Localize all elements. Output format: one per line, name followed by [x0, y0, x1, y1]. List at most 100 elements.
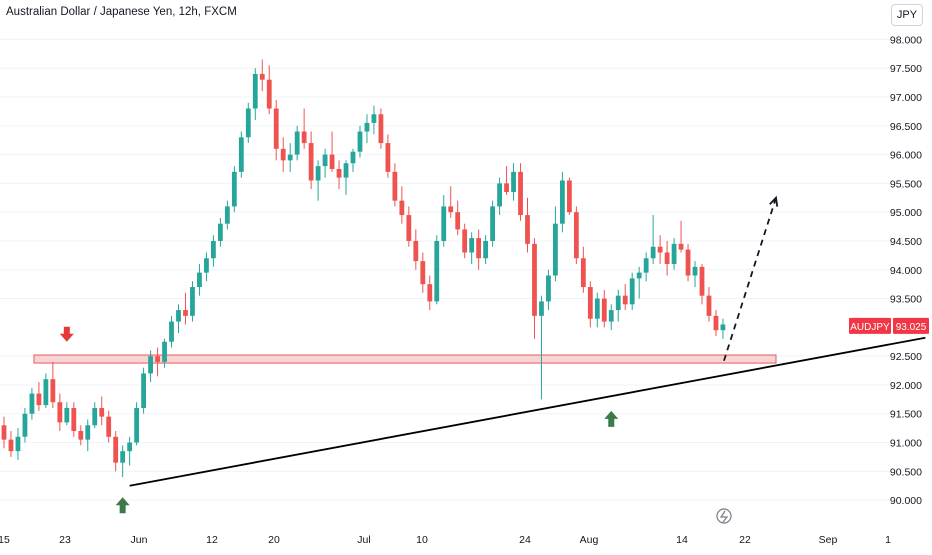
candle-body [650, 246, 656, 259]
candle-body [43, 379, 49, 406]
candle-body [622, 295, 628, 305]
price-tick-label: 91.000 [890, 438, 922, 450]
candle-body [64, 407, 70, 423]
time-tick-label: 15 [0, 534, 10, 546]
candle-body [57, 402, 63, 423]
price-tick-label: 92.500 [890, 351, 922, 363]
candle-body [294, 131, 300, 155]
candle-body [643, 258, 649, 273]
candle-body [238, 137, 244, 172]
candle-body [364, 122, 370, 132]
candle-body [504, 183, 509, 193]
price-tick-label: 97.000 [890, 92, 922, 104]
candle-body [266, 79, 272, 109]
candle-body [301, 131, 307, 144]
time-tick-label: 12 [206, 534, 218, 546]
candle-body [664, 252, 670, 264]
candle-body [532, 243, 537, 316]
time-tick-label: 10 [416, 534, 428, 546]
price-tick-label: 98.000 [890, 34, 922, 46]
candle-body [308, 143, 314, 181]
candle-body [587, 287, 593, 319]
candle-body [580, 258, 586, 288]
candle-body [245, 108, 251, 138]
candle-body [525, 215, 530, 244]
price-tick-label: 90.500 [890, 466, 922, 478]
symbol-tag-label: AUDJPY [850, 322, 890, 333]
candle-body [685, 249, 691, 276]
candle-body [273, 108, 279, 149]
candle-body [329, 154, 335, 169]
down-arrow-marker [59, 326, 74, 342]
candle-body [287, 154, 293, 161]
candle-body [336, 168, 342, 178]
time-tick-label: Aug [580, 534, 599, 546]
time-tick-label: 14 [676, 534, 688, 546]
candle-body [406, 215, 412, 241]
candle-body [231, 171, 237, 207]
candle-body [629, 278, 635, 305]
time-tick-label: 1 [885, 534, 891, 546]
price-tick-label: 95.500 [890, 178, 922, 190]
candle-body [120, 451, 126, 463]
candle-body [427, 284, 433, 302]
candle-body [601, 298, 607, 322]
up-arrow-marker [115, 497, 130, 514]
candle-body [441, 206, 447, 241]
candle-body [706, 295, 712, 316]
candle-body [1, 425, 7, 440]
candle-body [490, 206, 495, 241]
up-arrow-marker [604, 410, 619, 427]
candle-body [71, 407, 77, 432]
candle-body [420, 261, 426, 285]
symbol-title: Australian Dollar / Japanese Yen, 12h, F… [6, 6, 237, 18]
candle-body [448, 206, 454, 213]
candle-body [476, 238, 482, 259]
candle-body [322, 154, 328, 167]
candle-body [671, 243, 677, 264]
candle-body [462, 229, 468, 253]
candle-body [162, 341, 167, 362]
candle-body [50, 379, 56, 403]
candle-body [692, 266, 698, 276]
candle-body [608, 310, 614, 322]
candle-body [106, 416, 112, 437]
candle-body [434, 240, 440, 302]
candles [1, 59, 726, 478]
price-tick-label: 97.500 [890, 63, 922, 75]
candle-body [169, 321, 174, 342]
candle-body [636, 272, 642, 279]
candle-body [29, 393, 35, 414]
candle-body [713, 315, 719, 331]
lightning-icon [716, 508, 732, 524]
currency-button[interactable]: JPY [891, 4, 923, 26]
price-axis: 90.000 90.500 91.000 91.500 92.000 92.500 93.5… [849, 34, 929, 507]
last-price-label: 93.025 [896, 322, 927, 333]
time-tick-label: 23 [59, 534, 71, 546]
candle-body [392, 171, 398, 201]
candle-body [413, 240, 419, 262]
projection-arrowhead [769, 195, 779, 207]
candle-body [211, 240, 216, 259]
candle-body [8, 439, 14, 452]
price-tick-label: 96.500 [890, 121, 922, 133]
candle-body [560, 180, 565, 224]
candle-body [350, 151, 356, 164]
time-tick-label: 24 [519, 534, 531, 546]
candle-body [539, 301, 544, 316]
price-tick-label: 95.000 [890, 207, 922, 219]
lightning-bolt-icon [719, 510, 729, 523]
trendline-layer [129, 195, 926, 487]
candle-body [720, 324, 726, 331]
candle-body [511, 171, 516, 193]
candle-body [197, 272, 202, 288]
candle-body [455, 212, 461, 230]
candle-body [371, 114, 377, 123]
price-tick-label: 91.500 [890, 409, 922, 421]
candle-body [113, 436, 119, 463]
candle-body [78, 431, 84, 440]
candle-body [385, 143, 391, 172]
symbol-tag-bg [849, 317, 891, 334]
